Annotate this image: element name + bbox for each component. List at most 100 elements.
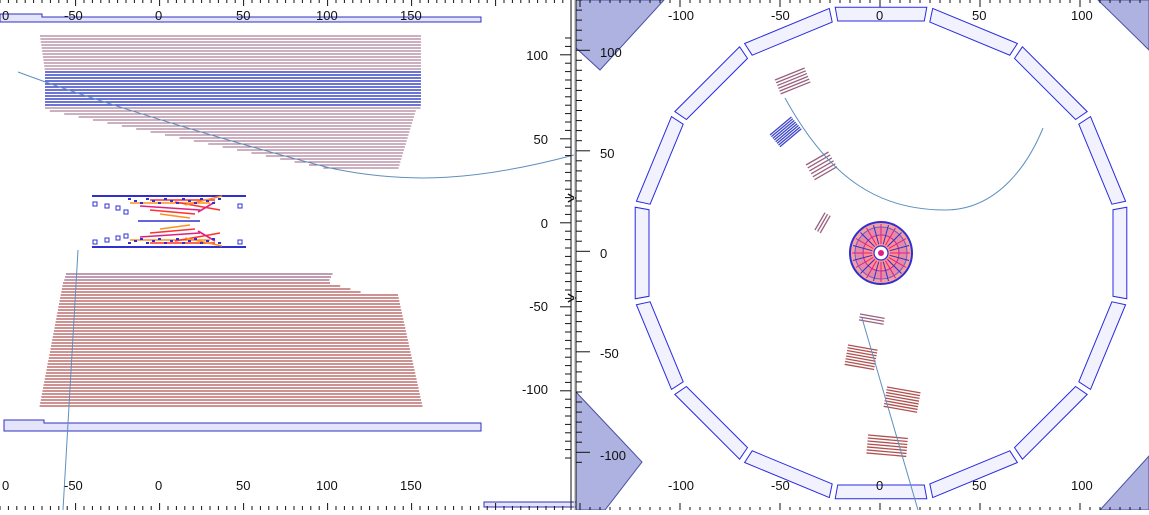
energy-cluster [844, 344, 878, 371]
cluster-layer [884, 400, 919, 408]
y-tick-label: -50 [529, 299, 548, 314]
tracker-hit [212, 202, 215, 204]
tracker-hit [176, 202, 179, 204]
tracker-hit [164, 242, 167, 244]
tracker-spoke [855, 257, 874, 268]
x-tick-label-bottom: 100 [316, 478, 338, 493]
calorimeter-module [1013, 385, 1088, 460]
tracker-hit [134, 240, 137, 242]
calorimeter-clusters [769, 67, 921, 458]
cluster-layer [884, 397, 919, 405]
cluster-layer [846, 349, 877, 357]
cluster-layer [819, 215, 831, 234]
tracker-hit [164, 198, 167, 200]
cluster-layer [859, 316, 885, 322]
cluster-layer [817, 213, 829, 232]
cluster-layer [773, 121, 797, 141]
tracker-module [237, 203, 243, 209]
cluster-layer [886, 386, 921, 394]
x-tick-label-top: 50 [236, 8, 250, 23]
tracker-hit [174, 201, 221, 211]
tracker-hit [184, 237, 223, 247]
tracker-spoke [873, 261, 880, 282]
cluster-layer [885, 391, 920, 400]
y-tick-label: 0 [600, 246, 607, 261]
calorimeter-module [1078, 115, 1127, 205]
tracker-hit [188, 200, 191, 202]
tracker-hit [139, 232, 201, 238]
x-tick-label-top: 50 [972, 8, 986, 23]
tracker-spoke [855, 238, 874, 249]
tracker-hit [212, 238, 215, 240]
x-tick-label-top: -50 [771, 8, 790, 23]
tracker-module [237, 239, 243, 245]
cluster-layer [778, 126, 801, 146]
cluster-layer [847, 344, 878, 351]
x-tick-label-top: 0 [155, 8, 162, 23]
tracker-module [92, 201, 98, 207]
tracker-hit [200, 242, 203, 244]
cluster-layer [847, 347, 878, 354]
calorimeter-module [929, 450, 1019, 499]
calorimeter-module [1078, 301, 1127, 391]
cluster-layer [846, 352, 877, 360]
tracker-hit [134, 200, 137, 202]
cluster-layer [777, 72, 808, 87]
inner-tracker [92, 195, 246, 248]
tracker-hit [176, 238, 179, 240]
energy-cluster [814, 212, 831, 234]
x-tick-label-bottom: 0 [155, 478, 162, 493]
x-tick-label-top: 150 [400, 8, 422, 23]
x-tick-label-top: -50 [64, 8, 83, 23]
cluster-layer [770, 118, 794, 138]
cluster-layer [866, 452, 907, 458]
cluster-layer [769, 116, 792, 136]
tracker-module [104, 203, 110, 209]
upper-calorimeter-layers [40, 35, 421, 169]
tracker-hit [206, 240, 209, 242]
side-view-panel[interactable]: 0 -50 0 50 100 150 0 -50 0 50 100 150 10… [0, 0, 577, 511]
tracker-module [123, 209, 129, 215]
y-tick-label: -50 [600, 346, 619, 361]
x-tick-label-bottom: 0 [876, 478, 883, 493]
end-view-panel[interactable]: -100 -50 0 50 100 -100 -50 0 50 100 100 … [575, 0, 1149, 511]
tracker-hit [184, 195, 223, 206]
tracker-spoke [860, 232, 875, 247]
tracker-hit [158, 202, 161, 204]
cluster-layer [778, 75, 809, 89]
tracker-hit [146, 198, 149, 200]
calorimeter-module [834, 484, 928, 500]
tracker-hit [170, 200, 173, 202]
calorimeter-module [635, 301, 684, 391]
tracker-hit [194, 202, 197, 204]
tracker-hit [149, 228, 196, 234]
tracker-hit [159, 213, 191, 219]
cluster-layer [886, 389, 921, 397]
calorimeter-module [674, 46, 749, 121]
x-tick-label-top: 100 [1071, 8, 1093, 23]
tracker-spoke [887, 232, 902, 247]
side-view-background [0, 0, 574, 510]
y-tick-label: 100 [600, 45, 622, 60]
x-tick-label-top: 0 [2, 8, 9, 23]
y-tick-label: -100 [522, 382, 548, 397]
tracker-spoke [885, 260, 896, 279]
x-tick-label-top: -100 [668, 8, 694, 23]
cluster-layer [772, 119, 795, 139]
x-tick-label-bottom: -100 [668, 478, 694, 493]
particle-track [861, 317, 919, 511]
tracker-hit [128, 198, 131, 200]
tracker-hit [139, 205, 201, 211]
tracker-hit [182, 242, 185, 244]
tracker-hit [140, 238, 143, 240]
y-tick-label: 0 [541, 216, 548, 231]
calorimeter-module [834, 6, 928, 22]
tracker-hit [128, 242, 131, 244]
particle-track [17, 71, 575, 179]
tracker-hit [149, 209, 196, 215]
end-view-tracker [849, 221, 913, 285]
tracker-hit [170, 240, 173, 242]
energy-cluster [774, 67, 811, 95]
cryostat-outline [3, 419, 482, 432]
